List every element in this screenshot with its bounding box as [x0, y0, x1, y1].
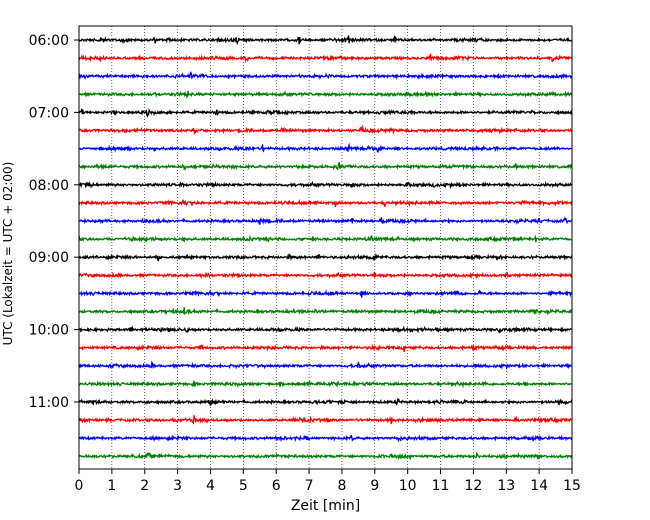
- trace-1130: [78, 434, 573, 443]
- x-tick-label-3: 3: [173, 478, 182, 494]
- trace-1015: [78, 343, 573, 352]
- y-tick-label-07:00: 07:00: [29, 105, 69, 121]
- x-tick-label-13: 13: [497, 478, 515, 494]
- trace-1145: [78, 451, 573, 461]
- x-tick-label-1: 1: [107, 478, 116, 494]
- trace-0630: [78, 71, 573, 80]
- x-tick-label-14: 14: [530, 478, 548, 494]
- trace-1030: [78, 360, 573, 371]
- trace-0900: [78, 252, 573, 262]
- trace-0600: [78, 34, 573, 45]
- trace-0845: [78, 234, 573, 244]
- trace-0745: [78, 161, 573, 172]
- x-tick-label-6: 6: [272, 478, 281, 494]
- trace-0730: [78, 142, 573, 153]
- trace-1115: [78, 415, 573, 425]
- x-tick-label-12: 12: [464, 478, 482, 494]
- y-tick-label-08:00: 08:00: [29, 178, 69, 194]
- y-axis: 06:00 07:00 08:00 09:00 10:00 11:00: [29, 33, 79, 411]
- x-tick-label-0: 0: [75, 478, 84, 494]
- x-axis: 0 1 2 3 4 5 6 7 8 9 10 11 12 13 14 15: [75, 469, 581, 494]
- x-tick-label-11: 11: [432, 478, 450, 494]
- trace-0815: [78, 198, 573, 208]
- trace-0800: [78, 180, 573, 190]
- trace-0700: [78, 108, 573, 118]
- y-tick-label-06:00: 06:00: [29, 33, 69, 49]
- x-tick-label-8: 8: [337, 478, 346, 494]
- trace-0915: [78, 271, 573, 280]
- y-axis-label: UTC (Lokalzeit = UTC + 02:00): [1, 162, 15, 346]
- trace-0945: [78, 307, 573, 316]
- trace-0615: [78, 52, 573, 64]
- trace-1045: [78, 379, 573, 389]
- y-tick-label-10:00: 10:00: [29, 323, 69, 339]
- plot-frame: [78, 25, 573, 470]
- x-tick-label-15: 15: [563, 478, 581, 494]
- grid-lines: [111, 26, 540, 469]
- trace-0645: [78, 90, 573, 99]
- x-tick-label-10: 10: [399, 478, 417, 494]
- trace-1000: [78, 325, 573, 334]
- x-tick-label-7: 7: [305, 478, 314, 494]
- y-tick-label-09:00: 09:00: [29, 250, 69, 266]
- x-tick-label-5: 5: [239, 478, 248, 494]
- x-axis-label: Zeit [min]: [291, 498, 360, 514]
- trace-group: [78, 34, 573, 461]
- x-tick-label-9: 9: [370, 478, 379, 494]
- x-tick-label-4: 4: [206, 478, 215, 494]
- y-tick-label-11:00: 11:00: [29, 395, 69, 411]
- trace-0715: [78, 124, 573, 135]
- trace-1100: [78, 397, 573, 406]
- trace-0930: [78, 289, 573, 298]
- x-tick-label-2: 2: [140, 478, 149, 494]
- trace-0830: [78, 215, 573, 226]
